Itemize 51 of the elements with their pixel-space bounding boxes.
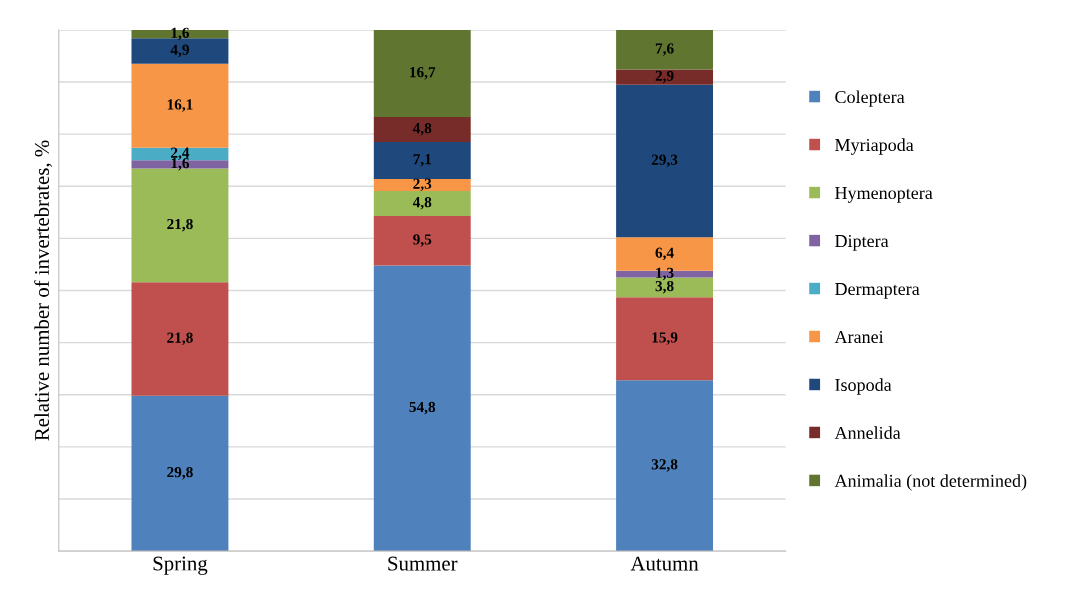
data-label: 9,5 — [413, 234, 432, 247]
data-label: 16,7 — [410, 67, 436, 80]
data-label: 16,1 — [167, 99, 193, 112]
data-label: 3,8 — [655, 280, 674, 294]
bar — [616, 84, 714, 238]
legend-label: Animalia (not determined) — [834, 474, 1027, 491]
bar — [373, 190, 471, 216]
data-label: 29,3 — [651, 154, 678, 168]
legend-label: Diptera — [835, 234, 889, 251]
legend-label: Dermaptera — [835, 283, 920, 299]
x-tick-label: Summer — [388, 556, 458, 571]
x-tick-label: Autumn — [630, 556, 699, 571]
bar — [131, 395, 229, 552]
data-label: 15,9 — [652, 332, 678, 345]
data-label: 4,9 — [170, 44, 189, 58]
data-label: 2,3 — [413, 178, 432, 192]
bar — [373, 116, 471, 142]
legend-label: Coleptera — [835, 90, 905, 107]
bar — [131, 282, 229, 396]
data-label: 4,8 — [412, 123, 432, 136]
bar — [131, 160, 229, 169]
bar — [373, 265, 471, 552]
bar — [616, 297, 714, 381]
legend-label: Hymenoptera — [835, 187, 933, 203]
bar — [373, 141, 471, 179]
bar — [131, 38, 229, 64]
bar — [616, 380, 714, 552]
x-tick-label: Spring — [153, 556, 208, 575]
data-label: 32,8 — [651, 459, 678, 472]
data-label: 7,6 — [655, 43, 674, 56]
bar — [616, 29, 714, 70]
bar — [131, 63, 229, 148]
data-label: 6,4 — [655, 247, 674, 261]
data-label: 4,8 — [412, 197, 432, 210]
data-label: 21,8 — [167, 332, 193, 346]
data-label: 2,9 — [655, 70, 674, 84]
data-label: 1,6 — [171, 27, 190, 41]
data-label: 29,8 — [167, 466, 193, 480]
bar — [616, 69, 714, 85]
data-label: 7,1 — [413, 154, 432, 167]
legend-label: Aranei — [834, 330, 884, 344]
data-label: 21,8 — [167, 218, 193, 232]
legend-label: Isopoda — [835, 378, 892, 395]
bar — [373, 215, 471, 266]
y-axis-title: Relative number of invertebrates, % — [34, 140, 53, 441]
data-label: 1,3 — [656, 267, 674, 281]
bar — [373, 178, 471, 191]
data-label: 54,8 — [409, 401, 436, 415]
bar — [373, 29, 471, 117]
legend-label: Myriapoda — [835, 138, 914, 155]
legend-label: Annelida — [834, 426, 901, 439]
